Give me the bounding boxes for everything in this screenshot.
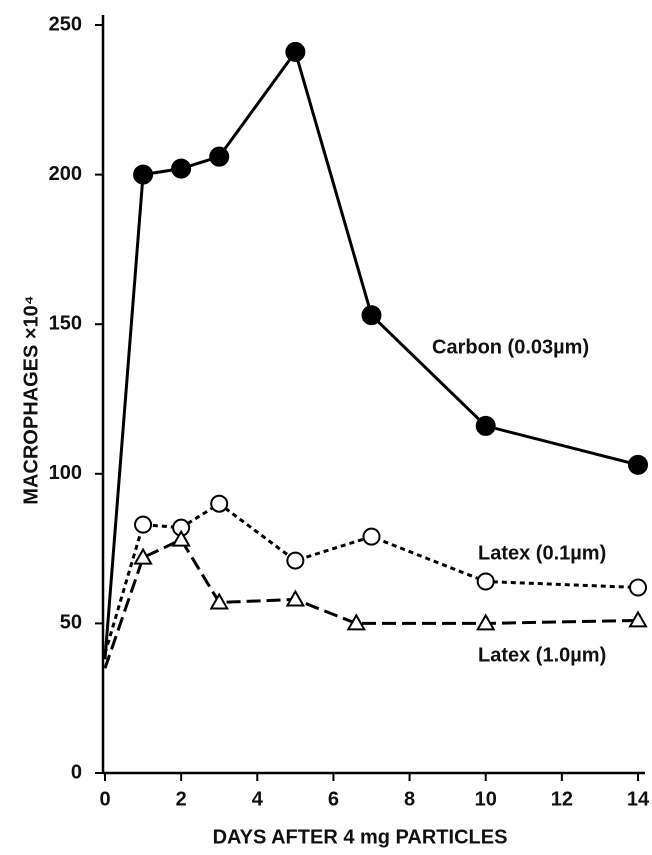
marker: [346, 613, 366, 631]
y-tick-label: 50: [60, 612, 82, 634]
series-label: Latex (1.0µm): [478, 644, 606, 666]
x-tick-label: 6: [328, 788, 339, 810]
x-tick-label: 8: [404, 788, 415, 810]
marker: [285, 41, 306, 62]
x-tick-label: 10: [475, 788, 497, 810]
series-label: Latex (0.1µm): [478, 542, 606, 564]
marker: [286, 551, 305, 570]
x-axis-title: DAYS AFTER 4 mg PARTICLES: [213, 826, 508, 848]
marker: [134, 515, 153, 534]
marker: [133, 164, 154, 185]
x-tick-label: 4: [252, 788, 264, 810]
y-tick-label: 250: [49, 13, 82, 35]
y-tick-label: 200: [49, 163, 82, 185]
marker: [476, 572, 495, 591]
y-axis-title: MACROPHAGES ×10⁴: [20, 295, 42, 504]
marker: [171, 529, 191, 547]
y-tick-label: 150: [49, 312, 82, 334]
marker: [209, 592, 229, 610]
marker: [171, 158, 192, 179]
x-tick-label: 2: [176, 788, 187, 810]
marker: [475, 415, 496, 436]
y-tick-label: 0: [71, 761, 82, 783]
marker: [361, 305, 382, 326]
y-tick-label: 100: [49, 462, 82, 484]
marker: [628, 610, 648, 628]
marker: [628, 454, 648, 475]
series-label: Carbon (0.03µm): [432, 336, 589, 358]
marker: [475, 613, 496, 631]
series-line: [103, 537, 639, 669]
marker: [133, 547, 153, 565]
marker: [210, 494, 229, 513]
marker: [629, 578, 647, 597]
x-tick-label: 12: [551, 788, 573, 810]
marker: [285, 589, 306, 607]
marker: [209, 146, 230, 167]
x-tick-label: 14: [627, 788, 650, 810]
marker: [362, 527, 381, 546]
series-line: [103, 501, 639, 654]
x-tick-label: 0: [99, 788, 110, 810]
